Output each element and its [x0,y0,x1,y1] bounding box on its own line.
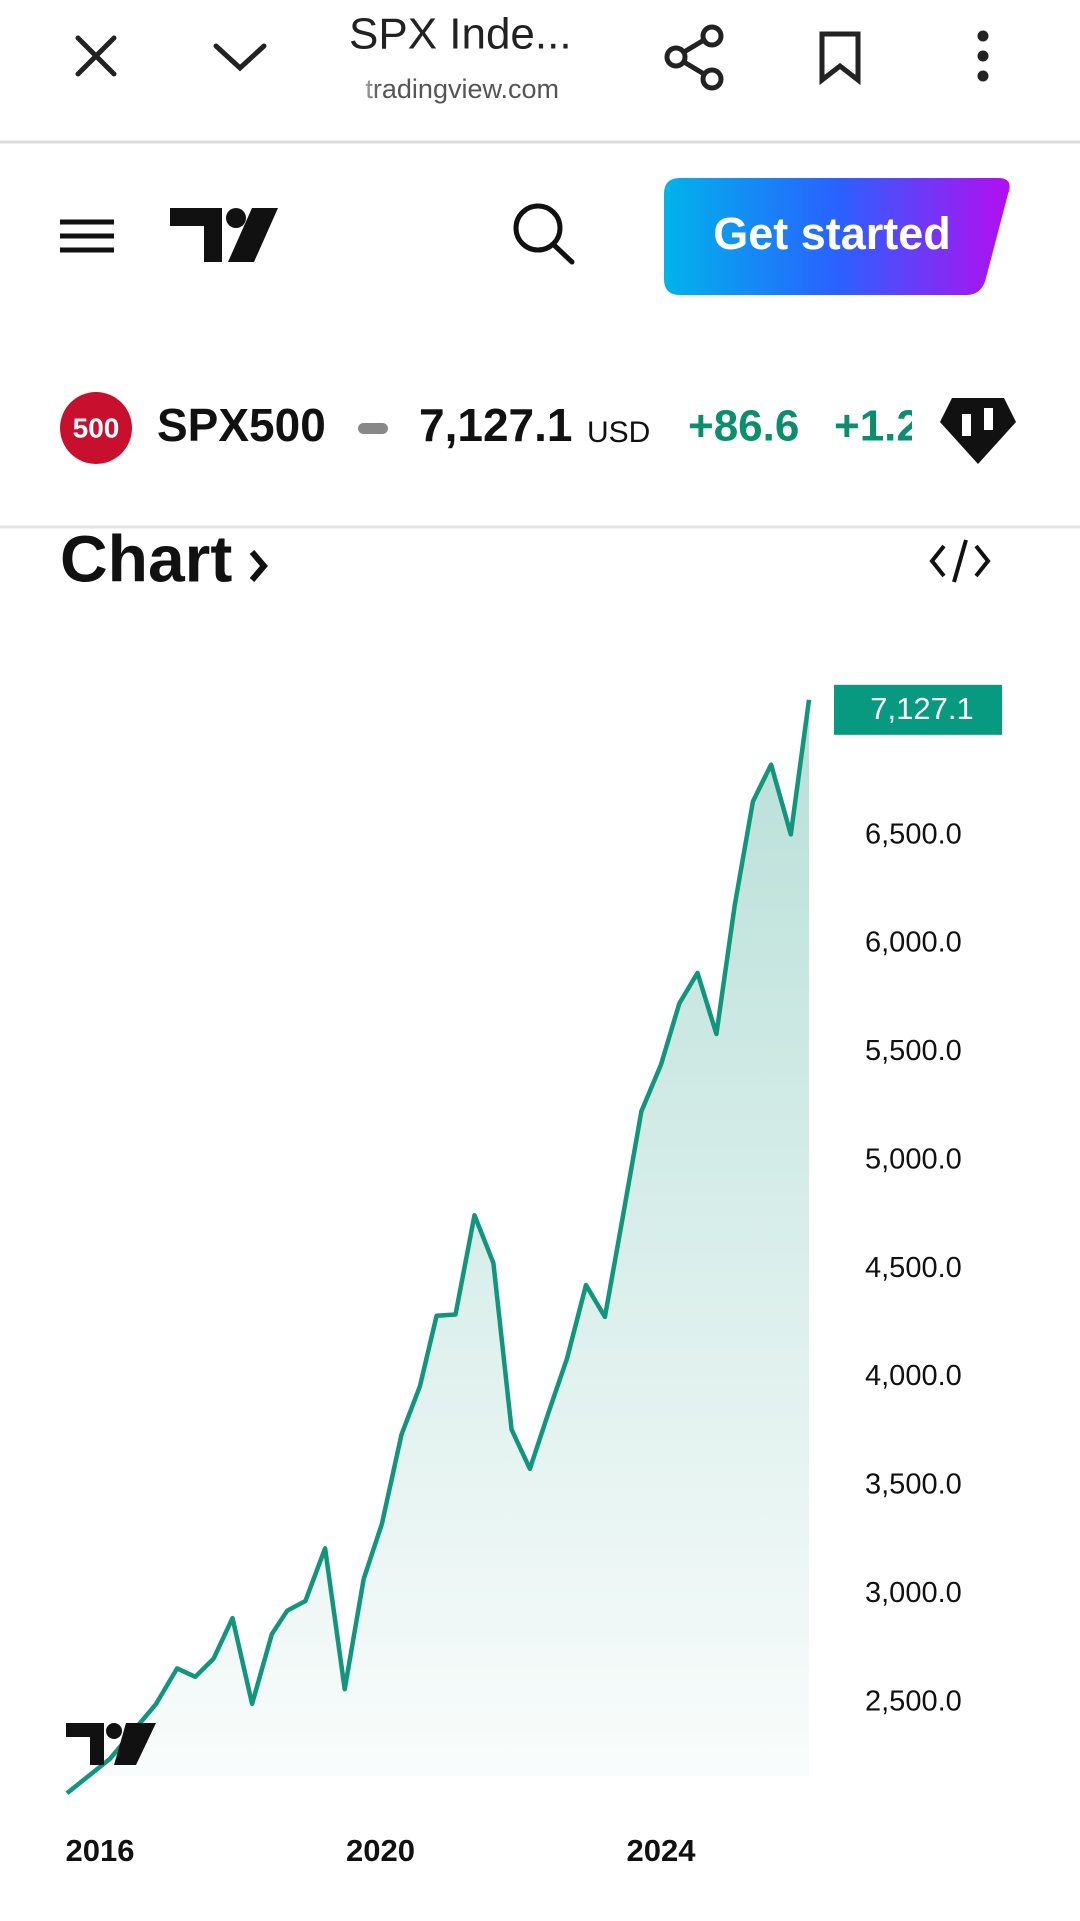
embed-icon[interactable] [929,539,991,583]
share-icon[interactable] [664,24,724,91]
get-started-button[interactable] [664,178,1010,295]
menu-icon[interactable] [977,30,989,82]
tabs-icon[interactable] [213,43,267,72]
price-line [65,699,812,1795]
x-tick-label: 2016 [65,1833,134,1868]
chevron[interactable] [249,550,268,582]
symbol-badge [60,392,132,464]
status-dash [358,423,388,434]
hamburger[interactable] [60,219,114,253]
button-label[interactable]: Get started [713,208,951,259]
change: +86.6 [688,402,799,451]
close-icon[interactable] [75,35,117,77]
page-url: tradingview.com [365,74,559,104]
y-tick-label: 4,000.0 [865,1360,962,1392]
area [67,699,809,1794]
badge-text: 500 [73,412,120,443]
y-tick-label: 4,500.0 [865,1252,962,1284]
pct-box: +1.2 [834,402,921,451]
y-tick-label: 6,500.0 [865,818,962,850]
y-tick-label: 5,000.0 [865,1143,962,1175]
y-tick-label: 6,000.0 [865,927,962,959]
y-tick-label: 3,500.0 [865,1469,962,1501]
url-box: tradingview.com [349,70,559,114]
currency: USD [587,416,650,449]
search-icon[interactable] [513,203,575,265]
watermark-logo [66,1723,156,1765]
chart: 2,500.0 3,000.0 3,500.0 4,000.0 4,500.0 5,000… [65,684,1002,1868]
y-tick-label: 3,000.0 [865,1577,962,1609]
x-tick-label: 2020 [346,1833,415,1868]
url-fade [349,70,379,114]
symbol: SPX500 [157,399,326,451]
section-title[interactable]: Chart [60,521,232,595]
price: 7,127.1 [419,399,572,451]
price-badge-label: 7,127.1 [870,691,973,726]
y-tick-label: 5,500.0 [865,1035,962,1067]
x-tick-label: 2024 [627,1833,697,1868]
change-pct: +1.2 [834,402,921,451]
bookmark-icon[interactable] [819,31,861,86]
logo[interactable] [170,208,278,262]
price-badge [834,684,1002,735]
y-tick-label: 2,500.0 [865,1685,962,1717]
pro-icon[interactable] [940,398,1016,464]
browser-icons [75,24,861,91]
page-title: SPX Inde... [349,10,572,59]
